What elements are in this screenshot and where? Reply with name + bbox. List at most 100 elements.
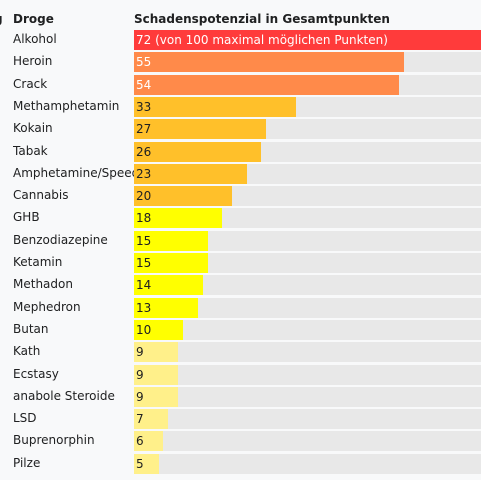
bar — [134, 386, 178, 407]
value-label: 14 — [136, 278, 152, 293]
chart-row: Pilze 5 — [0, 452, 481, 474]
bar — [134, 119, 266, 140]
bar — [134, 297, 198, 318]
bar — [134, 141, 261, 162]
chart-row: Buprenorphin 6 — [0, 429, 481, 452]
bar — [134, 431, 163, 452]
drug-label: Alkohol — [13, 32, 57, 46]
bar-track: 15 — [134, 230, 481, 251]
bar-track: 26 — [134, 141, 481, 162]
drug-label: Heroin — [13, 54, 53, 69]
bar-track: 10 — [134, 319, 481, 340]
bar-track: 33 — [134, 96, 481, 117]
value-label: 23 — [136, 166, 152, 181]
chart-row: Ecstasy 9 — [0, 363, 481, 385]
bar — [134, 208, 222, 229]
bar — [134, 364, 178, 385]
drug-label: Buprenorphin — [13, 433, 95, 448]
value-label: 26 — [136, 144, 152, 159]
bar — [134, 230, 208, 251]
chart-row: Methamphetamin 33 — [0, 95, 481, 117]
drug-label: Amphetamine/Speed — [13, 165, 135, 180]
bar-track: 27 — [134, 119, 481, 140]
bar-track: 7 — [134, 409, 481, 430]
value-label: 9 — [136, 367, 144, 382]
value-label: 15 — [136, 256, 152, 270]
value-label: 10 — [136, 322, 152, 337]
drug-label: Kokain — [13, 121, 53, 136]
drug-column-header: Droge — [13, 12, 54, 26]
bar-track: 9 — [134, 386, 481, 407]
value-label: 54 — [136, 77, 152, 92]
value-label: 15 — [136, 233, 152, 248]
bar — [134, 319, 183, 340]
value-label: 55 — [136, 55, 152, 70]
drug-label: Cannabis — [13, 188, 69, 203]
bar-track: 6 — [134, 431, 481, 452]
bar — [134, 74, 399, 95]
bar-track: 14 — [134, 275, 481, 296]
bar — [134, 163, 247, 184]
drug-label: LSD — [13, 411, 37, 426]
bar-track: 23 — [134, 163, 481, 184]
chart-row: Tabak 26 — [0, 140, 481, 162]
drug-label: Benzodiazepine — [13, 232, 108, 247]
bar-track: 20 — [134, 186, 481, 207]
drug-label: Crack — [13, 76, 48, 91]
bar — [134, 30, 481, 50]
bar-track: 5 — [134, 453, 481, 474]
chart-row: Cannabis 20 — [0, 184, 481, 207]
value-label: 20 — [136, 189, 152, 204]
chart-row: Alkohol 72 (von 100 maximal möglichen Pun… — [0, 28, 481, 50]
chart-row: LSD 7 — [0, 407, 481, 430]
bar-track: 9 — [134, 342, 481, 363]
drug-label: Butan — [13, 321, 49, 336]
rank-column-header: g — [0, 11, 3, 27]
chart-row: Butan 10 — [0, 318, 481, 340]
bar — [134, 253, 208, 273]
bar-track: 54 — [134, 74, 481, 95]
bar-track: 72 (von 100 maximal möglichen Punkten) — [134, 30, 481, 50]
chart-row: Heroin 55 — [0, 50, 481, 73]
chart-row: Amphetamine/Speed 23 — [0, 162, 481, 184]
value-label: 72 (von 100 maximal möglichen Punkten) — [136, 33, 388, 47]
chart-row: Mephedron 13 — [0, 296, 481, 318]
bar — [134, 52, 404, 73]
drug-label: Ecstasy — [13, 366, 59, 381]
drug-label: Mephedron — [13, 299, 81, 314]
value-label: 6 — [136, 434, 144, 449]
score-column-header: Schadenspotenzial in Gesamtpunkten — [134, 12, 390, 26]
drug-label: Kath — [13, 344, 41, 359]
drug-label: Ketamin — [13, 255, 63, 269]
drug-label: Methadon — [13, 277, 73, 292]
bar — [134, 186, 232, 207]
value-label: 9 — [136, 389, 144, 404]
value-label: 18 — [136, 211, 152, 226]
bar — [134, 342, 178, 363]
chart-row: GHB 18 — [0, 206, 481, 229]
chart-row: Methadon 14 — [0, 273, 481, 296]
bar-track: 55 — [134, 52, 481, 73]
chart-row: Crack 54 — [0, 73, 481, 95]
value-label: 9 — [136, 345, 144, 360]
bar-track: 15 — [134, 253, 481, 273]
drug-label: Methamphetamin — [13, 98, 120, 113]
drug-label: Tabak — [13, 143, 48, 158]
value-label: 5 — [136, 456, 144, 471]
drug-label: anabole Steroide — [13, 388, 115, 403]
value-label: 13 — [136, 300, 152, 315]
chart-row: Kath 9 — [0, 340, 481, 363]
bar — [134, 453, 159, 474]
bar-track: 18 — [134, 208, 481, 229]
chart-row: Kokain 27 — [0, 117, 481, 140]
bar-track: 13 — [134, 297, 481, 318]
chart-row: Ketamin 15 — [0, 251, 481, 273]
value-label: 27 — [136, 122, 152, 137]
value-label: 7 — [136, 412, 144, 427]
bar — [134, 409, 168, 430]
value-label: 33 — [136, 99, 152, 114]
bar — [134, 96, 296, 117]
chart-row: Benzodiazepine 15 — [0, 229, 481, 251]
drug-label: Pilze — [13, 455, 41, 470]
